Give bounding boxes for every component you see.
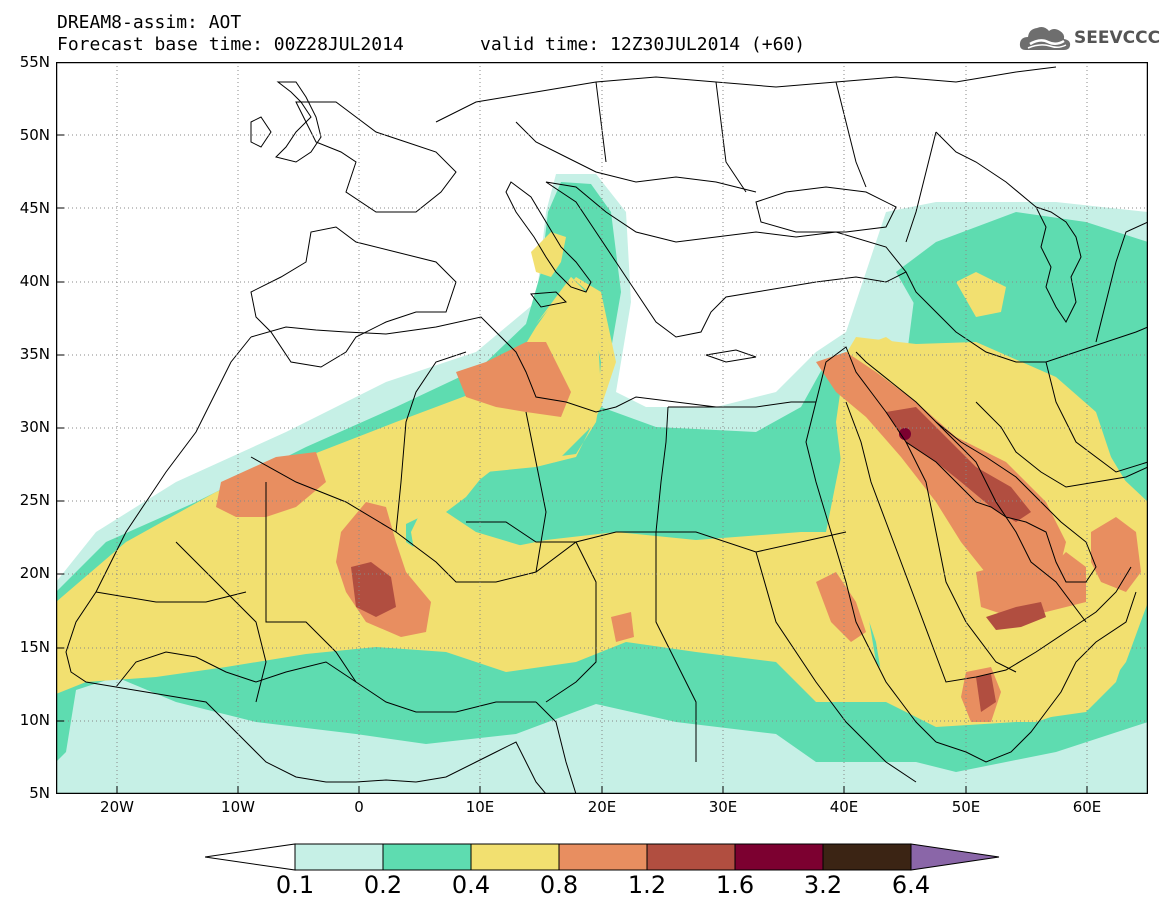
map-title: DREAM8-assim: AOT xyxy=(57,12,242,33)
colorbar-label: 0.8 xyxy=(539,871,579,899)
lat-label: 40N xyxy=(19,272,50,290)
colorbar-label: 0.1 xyxy=(275,871,315,899)
lon-label: 60E xyxy=(1072,798,1102,816)
lat-label: 25N xyxy=(19,491,50,509)
lat-label: 50N xyxy=(19,126,50,144)
colorbar-label: 0.4 xyxy=(451,871,491,899)
coastlines xyxy=(65,66,1148,794)
lon-label: 20E xyxy=(587,798,617,816)
colorbar xyxy=(205,843,1000,871)
lat-label: 30N xyxy=(19,418,50,436)
colorbar-high-arrow xyxy=(910,843,1000,871)
lat-label: 20N xyxy=(19,564,50,582)
colorbar-label: 1.2 xyxy=(627,871,667,899)
lon-label: 30E xyxy=(708,798,738,816)
colorbar-segment xyxy=(558,843,648,871)
colorbar-segment xyxy=(294,843,384,871)
colorbar-segment xyxy=(822,843,912,871)
aot-band-1-6 xyxy=(899,428,911,440)
colorbar-label: 6.4 xyxy=(891,871,931,899)
lon-label: 0 xyxy=(354,798,364,816)
colorbar-label: 3.2 xyxy=(803,871,843,899)
colorbar-segment xyxy=(646,843,736,871)
axis-ticks xyxy=(56,62,1088,794)
colorbar-label: 1.6 xyxy=(715,871,755,899)
lon-label: 20W xyxy=(100,798,134,816)
lon-label: 10E xyxy=(465,798,495,816)
valid-time: valid time: 12Z30JUL2014 (+60) xyxy=(480,34,806,55)
forecast-base-time: Forecast base time: 00Z28JUL2014 xyxy=(57,34,404,55)
lat-label: 15N xyxy=(19,638,50,656)
lon-label: 40E xyxy=(829,798,859,816)
aot-band-1-2 xyxy=(351,407,1046,712)
lon-label: 10W xyxy=(221,798,255,816)
colorbar-low-arrow xyxy=(205,843,296,871)
lat-label: 45N xyxy=(19,199,50,217)
lat-label: 10N xyxy=(19,711,50,729)
aot-map xyxy=(56,62,1148,794)
lat-label: 5N xyxy=(29,784,50,802)
colorbar-segment xyxy=(382,843,472,871)
logo-text: SEEVCCC xyxy=(1074,28,1161,48)
cloud-icon xyxy=(1019,27,1071,50)
lat-label: 55N xyxy=(19,53,50,71)
seevccc-logo: SEEVCCC xyxy=(1018,22,1161,56)
colorbar-segment xyxy=(470,843,560,871)
lat-label: 35N xyxy=(19,345,50,363)
lon-label: 50E xyxy=(951,798,981,816)
colorbar-segment xyxy=(734,843,824,871)
colorbar-label: 0.2 xyxy=(363,871,403,899)
